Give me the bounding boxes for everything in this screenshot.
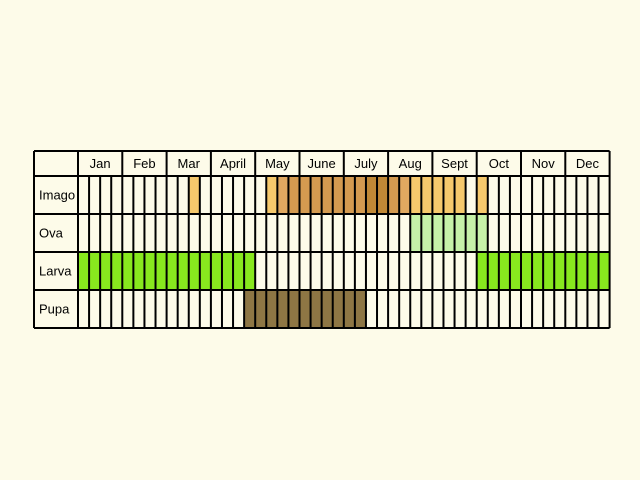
span-imago bbox=[410, 176, 466, 214]
row-label-ova: Ova bbox=[39, 226, 64, 241]
month-label: April bbox=[220, 156, 246, 171]
span-imago bbox=[277, 176, 289, 214]
span-imago bbox=[266, 176, 278, 214]
month-label: Feb bbox=[133, 156, 155, 171]
month-label: Dec bbox=[576, 156, 600, 171]
table-grid bbox=[33, 150, 611, 329]
span-ova bbox=[410, 214, 488, 252]
month-label: Nov bbox=[532, 156, 556, 171]
month-label: June bbox=[308, 156, 336, 171]
month-label: Jan bbox=[90, 156, 111, 171]
span-imago bbox=[476, 176, 488, 214]
span-pupa bbox=[244, 290, 256, 328]
month-label: Mar bbox=[178, 156, 201, 171]
row-label-imago: Imago bbox=[39, 188, 75, 203]
month-label: July bbox=[354, 156, 378, 171]
month-header-row: Jan Feb Mar April May June July Aug Sept Oct Nov De… bbox=[90, 156, 600, 171]
span-imago bbox=[188, 176, 200, 214]
row-label-larva: Larva bbox=[39, 264, 72, 279]
month-label: Aug bbox=[399, 156, 422, 171]
span-imago bbox=[288, 176, 366, 214]
stage-label-column: Imago Ova Larva Pupa bbox=[39, 188, 75, 317]
month-label: Sept bbox=[441, 156, 468, 171]
month-label: May bbox=[265, 156, 290, 171]
month-label: Oct bbox=[489, 156, 510, 171]
span-imago bbox=[399, 176, 411, 214]
row-label-pupa: Pupa bbox=[39, 302, 70, 317]
span-imago bbox=[388, 176, 400, 214]
